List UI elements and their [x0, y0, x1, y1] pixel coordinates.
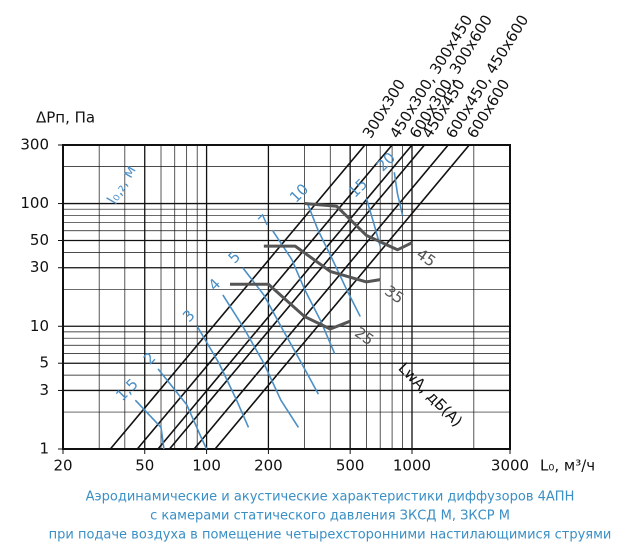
y-tick-label: 3	[39, 381, 49, 399]
size-line	[109, 145, 366, 449]
x-tick-label: 20	[53, 457, 72, 475]
y-tick-label: 5	[39, 354, 49, 372]
caption: Аэродинамические и акустические характер…	[86, 490, 575, 505]
throw-line	[272, 230, 336, 354]
throw-line	[365, 198, 381, 247]
noise-line	[229, 282, 351, 331]
throw-line	[306, 203, 361, 317]
y-tick-label: 50	[30, 231, 49, 249]
x-tick-label: 200	[254, 457, 283, 475]
y-tick-label: 300	[20, 136, 49, 154]
noise-line	[263, 244, 381, 284]
y-tick-label: 100	[20, 194, 49, 212]
y-tick-label: 1	[39, 440, 49, 458]
size-line	[214, 145, 470, 449]
x-tick-label: 100	[192, 457, 221, 475]
throw-line	[157, 368, 208, 449]
throw-line	[196, 325, 250, 428]
x-tick-label: 500	[336, 457, 365, 475]
x-tick-label: 3000	[491, 457, 529, 475]
x-tick-label: 50	[135, 457, 154, 475]
throw-line	[134, 399, 165, 449]
lines	[109, 145, 470, 449]
throw-line	[222, 294, 300, 428]
x-axis-label: L₀, м³/ч	[540, 457, 595, 475]
y-tick-label: 10	[30, 317, 49, 335]
noise-line	[304, 202, 413, 252]
plot-frame	[62, 144, 511, 450]
caption: при подаче воздуха в помещение четырехст…	[49, 528, 612, 543]
size-line	[157, 145, 413, 449]
size-line	[168, 145, 426, 449]
throw-line	[242, 267, 320, 395]
x-tick-label: 1000	[393, 457, 431, 475]
y-axis-label: ΔPп, Па	[36, 109, 95, 127]
y-tick-label: 30	[30, 258, 49, 276]
throw-line	[393, 172, 404, 216]
caption: с камерами статического давления ЗКСД М,…	[150, 509, 510, 524]
